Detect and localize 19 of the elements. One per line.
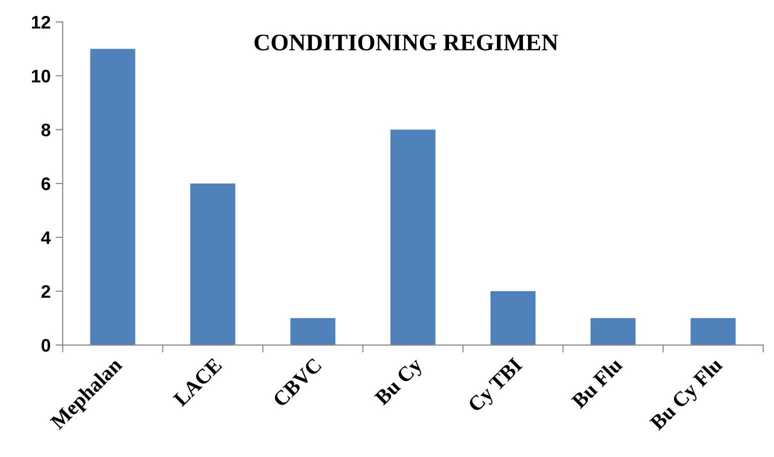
- y-tick-label: 0: [42, 338, 50, 352]
- x-tick-label: Bu Flu: [570, 356, 624, 410]
- x-tick-label: Cy TBI: [467, 357, 526, 416]
- x-tick-label: Bu Cy Flu: [648, 356, 726, 434]
- bar: [490, 291, 536, 346]
- bar: [90, 48, 136, 346]
- y-tick-label: 10: [32, 70, 50, 83]
- bar: [290, 318, 336, 346]
- y-tick-label: 2: [41, 285, 50, 298]
- y-tick-label: 8: [41, 124, 50, 136]
- chart-title: CONDITIONING REGIMEN: [254, 34, 558, 50]
- bar: [690, 318, 736, 346]
- x-tick-label: Bu Cy: [374, 356, 426, 409]
- bar: [390, 130, 436, 346]
- y-tick-label: 12: [32, 16, 50, 28]
- bar: [190, 183, 236, 346]
- bar: [590, 318, 636, 346]
- y-tick-label: 4: [41, 231, 51, 244]
- y-tick-label: 6: [42, 177, 50, 190]
